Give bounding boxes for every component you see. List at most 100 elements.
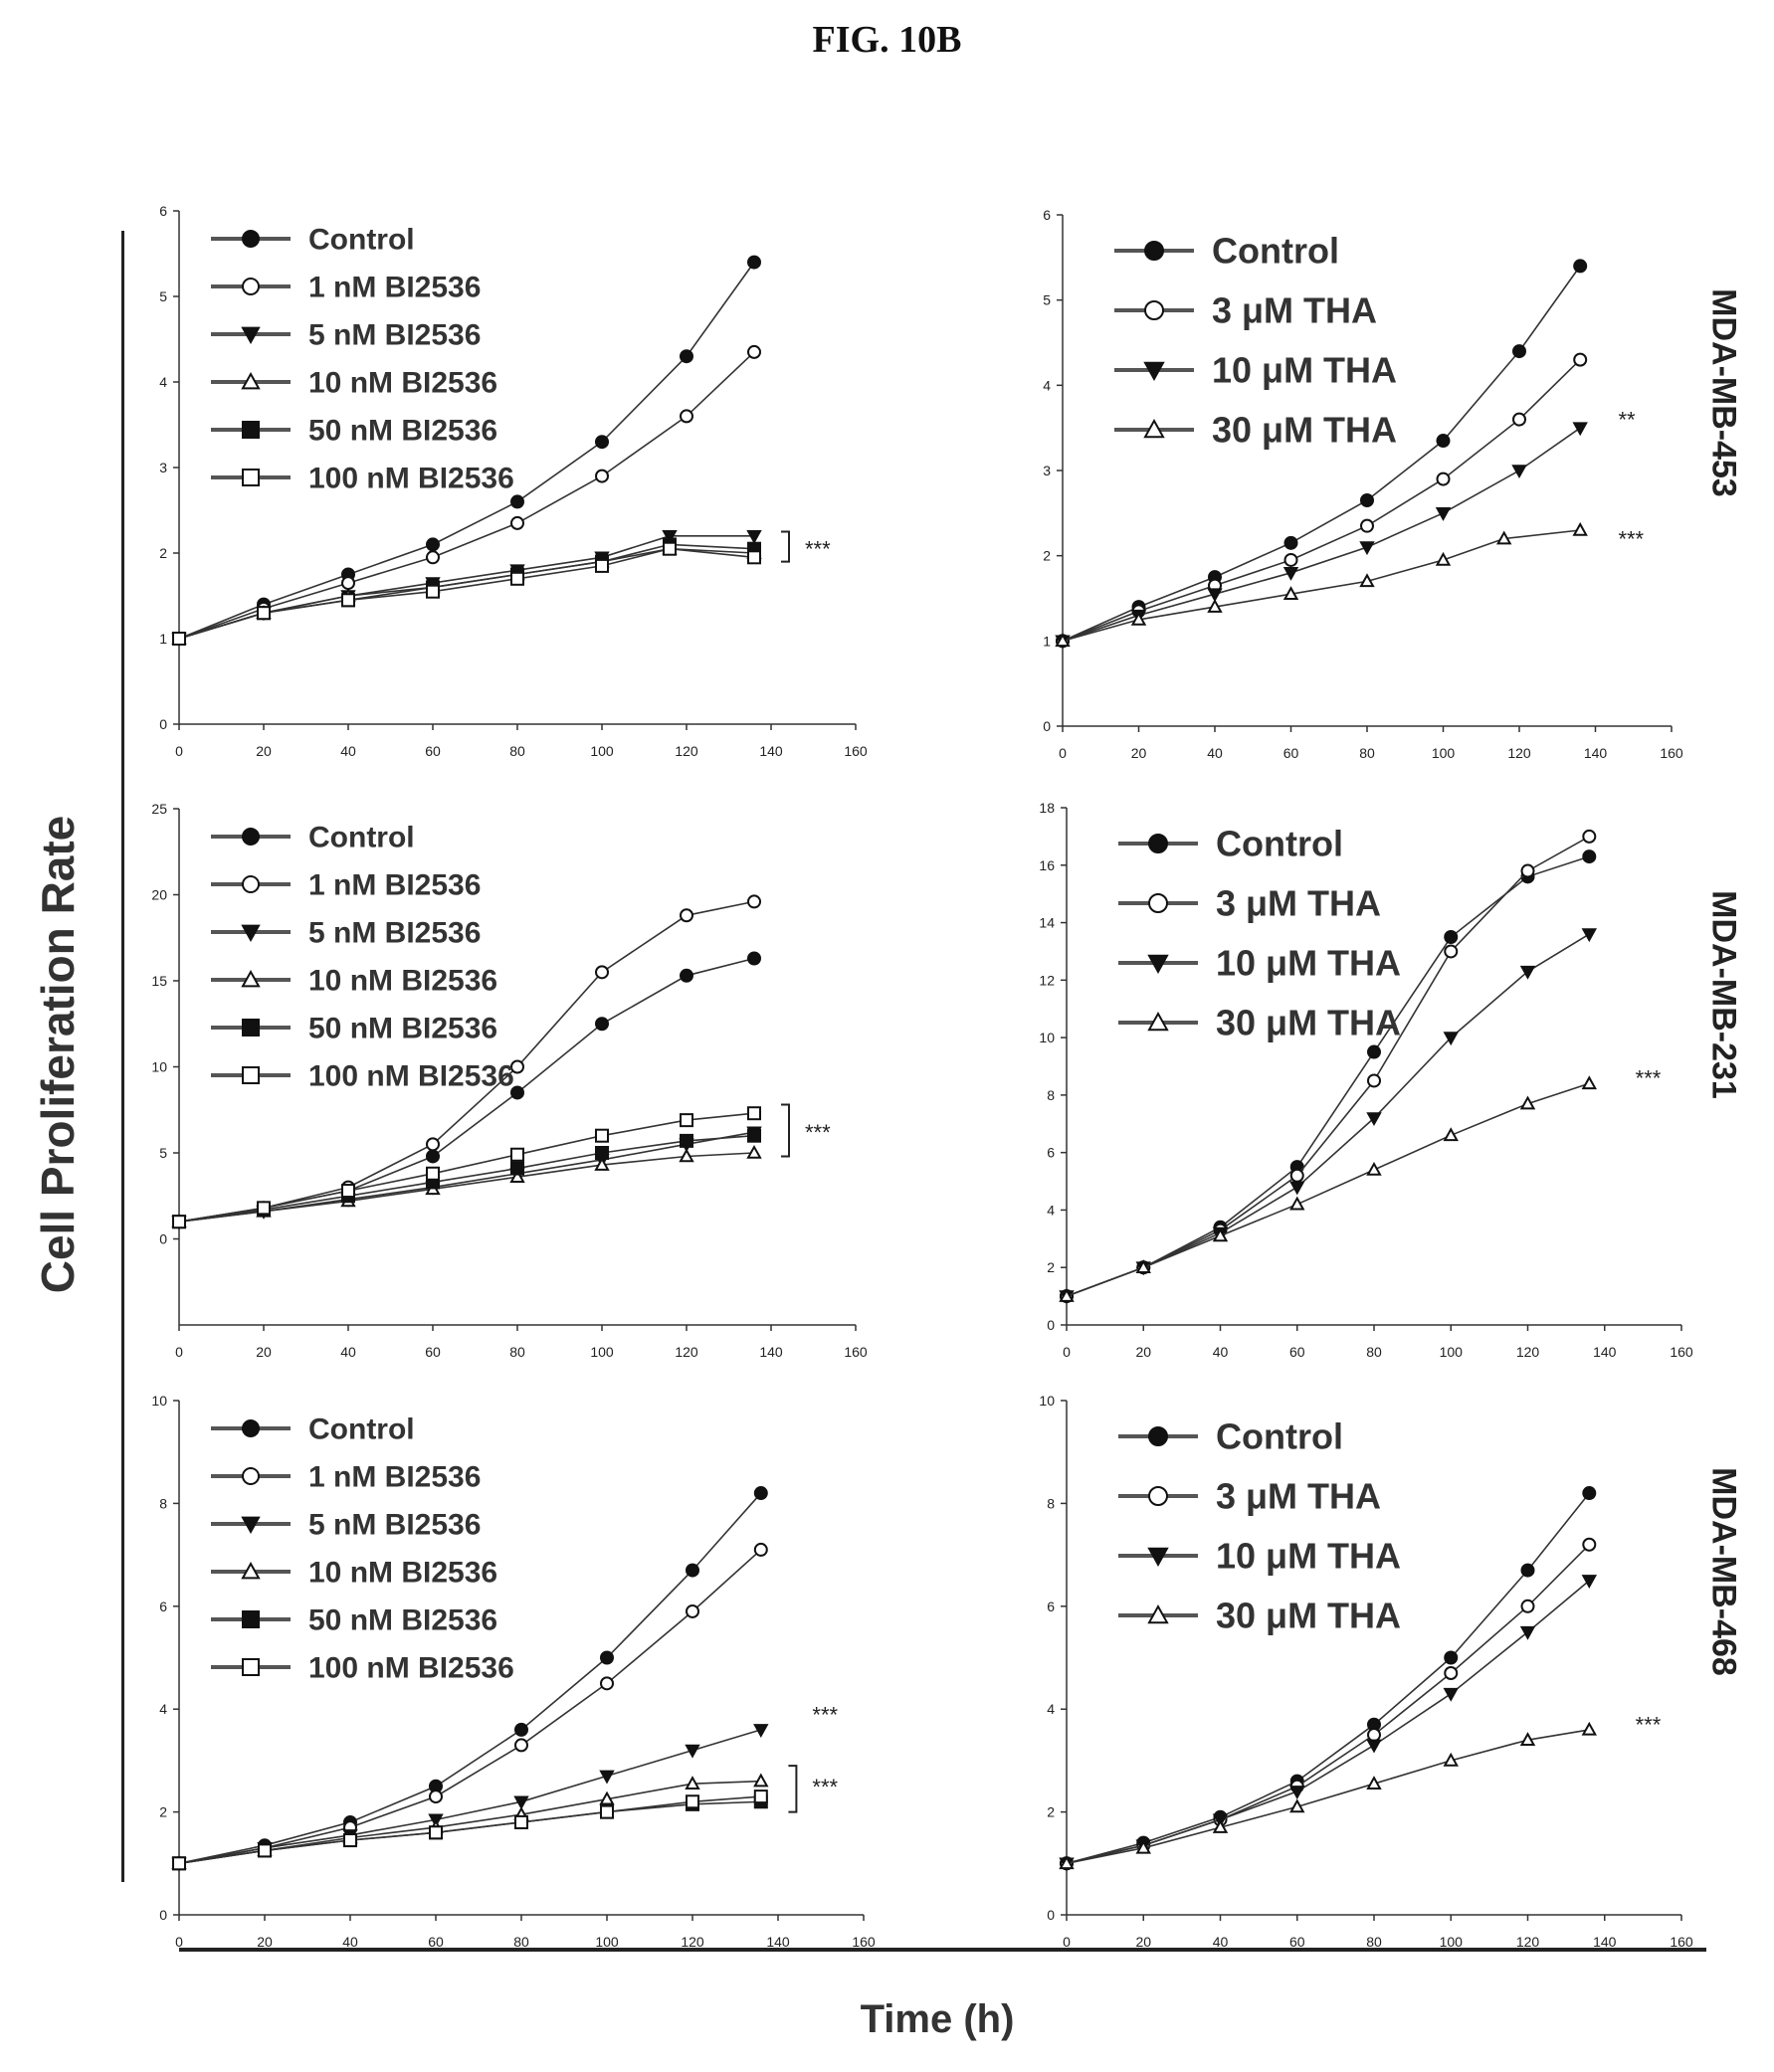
legend-label: 10 μM THA bbox=[1216, 943, 1401, 984]
legend-label: 1 nM BI2536 bbox=[308, 272, 481, 304]
data-point bbox=[1360, 518, 1374, 533]
data-point bbox=[1444, 944, 1459, 959]
series-line bbox=[178, 1549, 762, 1865]
y-tick-label: 0 bbox=[1047, 1317, 1055, 1333]
x-tick-label: 40 bbox=[1213, 1344, 1229, 1360]
legend-marker bbox=[1148, 1426, 1168, 1446]
data-point bbox=[1520, 1599, 1535, 1613]
x-tick-label: 100 bbox=[1432, 745, 1456, 761]
data-point bbox=[1059, 1855, 1075, 1870]
data-point bbox=[426, 1166, 440, 1181]
legend-marker bbox=[242, 828, 260, 846]
legend-label: 50 nM BI2536 bbox=[308, 1604, 497, 1637]
data-point bbox=[600, 1676, 614, 1691]
data-point bbox=[341, 593, 355, 608]
significance-marker: *** bbox=[1636, 1066, 1662, 1091]
x-tick-label: 160 bbox=[852, 1934, 876, 1950]
series-line bbox=[1062, 529, 1581, 643]
data-point bbox=[1059, 1288, 1075, 1302]
data-point bbox=[1582, 1537, 1597, 1552]
legend-marker bbox=[242, 1019, 260, 1036]
data-point bbox=[1130, 611, 1147, 626]
significance-marker: *** bbox=[812, 1775, 838, 1799]
x-tick-label: 120 bbox=[681, 1934, 704, 1950]
data-point bbox=[1055, 633, 1071, 648]
y-tick-label: 2 bbox=[159, 545, 167, 561]
legend-marker bbox=[241, 1516, 261, 1535]
y-tick-label: 2 bbox=[1047, 1804, 1055, 1820]
x-tick-label: 140 bbox=[1593, 1344, 1617, 1360]
data-point bbox=[1582, 1486, 1597, 1501]
y-tick-label: 3 bbox=[1043, 463, 1051, 478]
data-point bbox=[1519, 1732, 1536, 1747]
y-tick-label: 18 bbox=[1039, 800, 1055, 816]
x-tick-label: 80 bbox=[509, 1344, 525, 1360]
legend-marker bbox=[1144, 300, 1164, 320]
x-tick-label: 80 bbox=[513, 1934, 529, 1950]
series-line bbox=[1066, 1082, 1590, 1297]
x-axis-title: Time (h) bbox=[860, 1997, 1015, 2041]
x-tick-label: 80 bbox=[1366, 1344, 1382, 1360]
data-point bbox=[1581, 928, 1597, 943]
series-line bbox=[178, 1152, 755, 1223]
legend-label: 1 nM BI2536 bbox=[308, 869, 481, 902]
series-line bbox=[178, 1795, 761, 1865]
x-tick-label: 20 bbox=[257, 1934, 273, 1950]
data-point bbox=[1436, 471, 1451, 486]
y-tick-label: 6 bbox=[159, 203, 167, 219]
x-tick-label: 20 bbox=[256, 1344, 272, 1360]
x-tick-label: 0 bbox=[1063, 1934, 1071, 1950]
data-point bbox=[341, 576, 355, 591]
data-point bbox=[1289, 1181, 1305, 1196]
legend-marker bbox=[241, 326, 261, 345]
data-point bbox=[510, 1085, 524, 1100]
legend-label: 1 nM BI2536 bbox=[308, 1461, 481, 1494]
legend-label: 50 nM BI2536 bbox=[308, 1013, 497, 1045]
x-tick-label: 140 bbox=[759, 1344, 783, 1360]
legend-label: 10 nM BI2536 bbox=[308, 367, 497, 400]
data-point bbox=[594, 1157, 610, 1171]
x-tick-label: 40 bbox=[340, 1344, 356, 1360]
legend-label: 5 nM BI2536 bbox=[308, 1509, 481, 1542]
data-point bbox=[747, 951, 761, 966]
data-point bbox=[1366, 1739, 1382, 1754]
x-tick-label: 140 bbox=[759, 743, 783, 759]
data-point bbox=[1282, 567, 1299, 581]
legend-label: 3 μM THA bbox=[1212, 290, 1377, 331]
significance-bracket bbox=[788, 1765, 798, 1813]
data-point bbox=[510, 1059, 524, 1074]
x-tick-label: 120 bbox=[1516, 1934, 1540, 1950]
data-point bbox=[1435, 507, 1452, 521]
y-tick-label: 5 bbox=[1043, 292, 1051, 308]
y-tick-label: 8 bbox=[1047, 1087, 1055, 1103]
data-point bbox=[1520, 863, 1535, 878]
data-point bbox=[426, 584, 440, 599]
series-line bbox=[178, 547, 755, 640]
legend-marker bbox=[1147, 954, 1169, 975]
data-point bbox=[1443, 1752, 1459, 1767]
legend-marker bbox=[241, 924, 261, 943]
data-point bbox=[746, 1144, 762, 1159]
legend-marker bbox=[242, 1658, 260, 1676]
data-point bbox=[510, 571, 524, 586]
data-point bbox=[510, 494, 524, 509]
significance-marker: *** bbox=[805, 1120, 831, 1145]
data-point bbox=[746, 530, 762, 544]
legend-marker bbox=[242, 278, 260, 295]
data-point bbox=[1496, 530, 1512, 545]
data-point bbox=[662, 530, 678, 544]
data-point bbox=[747, 255, 761, 270]
x-tick-label: 40 bbox=[1207, 745, 1223, 761]
data-point bbox=[426, 550, 440, 565]
y-tick-label: 15 bbox=[151, 973, 167, 989]
data-point bbox=[680, 1113, 693, 1128]
data-point bbox=[1511, 465, 1527, 479]
data-point bbox=[680, 349, 693, 364]
x-tick-label: 20 bbox=[1135, 1344, 1151, 1360]
data-point bbox=[1573, 352, 1588, 367]
data-point bbox=[1444, 930, 1459, 944]
data-point bbox=[172, 1215, 186, 1229]
data-point bbox=[747, 1106, 761, 1121]
data-point bbox=[1367, 1044, 1381, 1059]
legend-marker bbox=[1144, 241, 1164, 261]
